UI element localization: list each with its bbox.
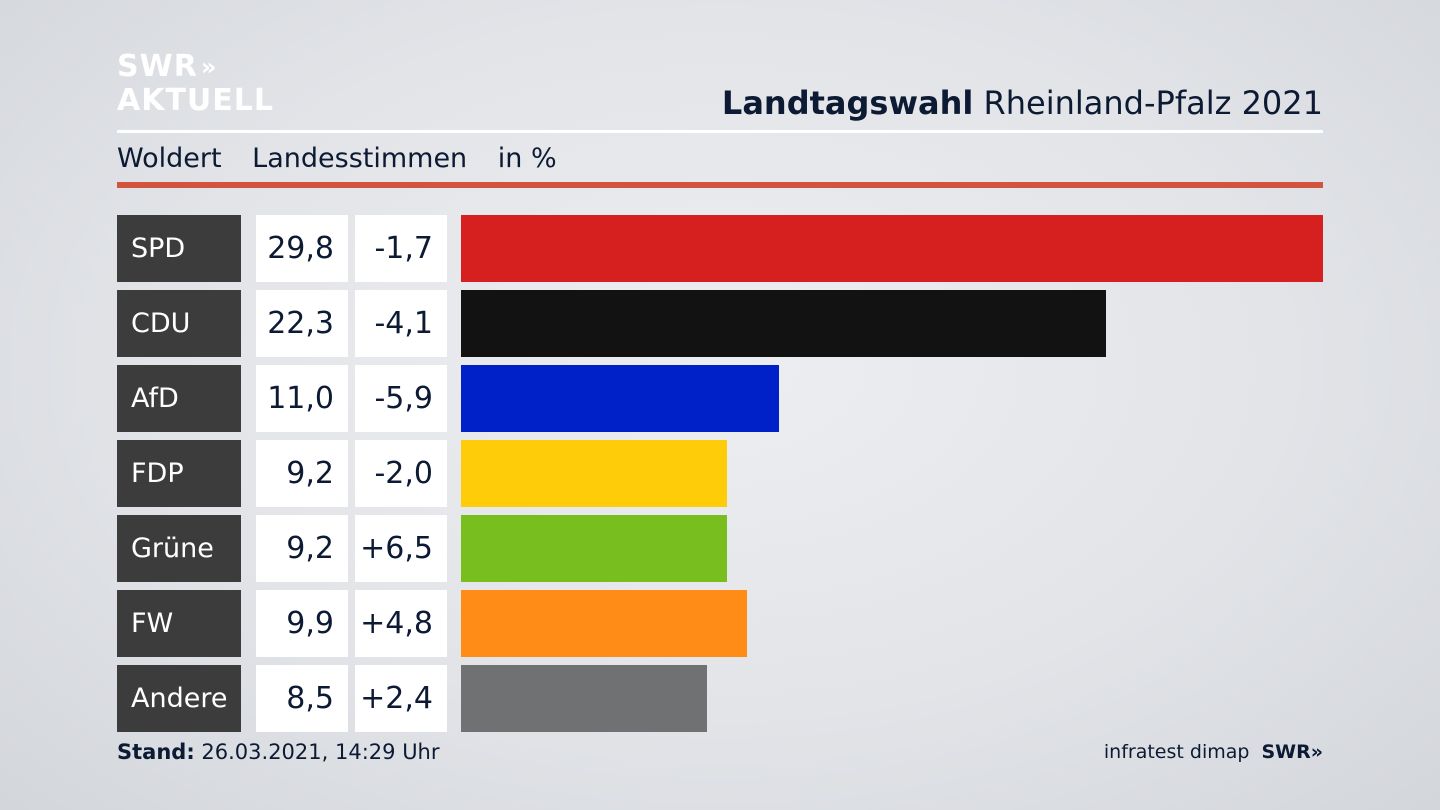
change-label: +4,8: [355, 590, 447, 657]
party-label: Andere: [117, 665, 241, 732]
vote-share-label: 22,3: [256, 290, 348, 357]
party-label: FW: [117, 590, 241, 657]
party-label: Grüne: [117, 515, 241, 582]
result-bar: [461, 665, 707, 732]
vote-share-label: 29,8: [256, 215, 348, 282]
swr-brand-text: SWR: [1261, 741, 1311, 763]
change-label: -4,1: [355, 290, 447, 357]
party-label: SPD: [117, 215, 241, 282]
result-bar: [461, 215, 1323, 282]
logo-aktuell-text: AKTUELL: [117, 83, 275, 118]
title-rest: Rheinland-Pfalz 2021: [983, 84, 1323, 122]
swr-brand: SWR»: [1261, 741, 1323, 763]
header-divider: [117, 130, 1323, 133]
stand-value: 26.03.2021, 14:29 Uhr: [201, 740, 440, 764]
change-label: +2,4: [355, 665, 447, 732]
result-bar: [461, 290, 1107, 357]
vote-share-label: 11,0: [256, 365, 348, 432]
logo-swr-text: SWR: [117, 49, 198, 84]
result-bar: [461, 590, 748, 657]
chart-subtitle: Woldert Landesstimmen in %: [117, 143, 579, 174]
subtitle-metric: Landesstimmen: [252, 143, 468, 174]
page-title: Landtagswahl Rheinland-Pfalz 2021: [722, 84, 1323, 122]
party-label: AfD: [117, 365, 241, 432]
accent-divider: [117, 182, 1323, 188]
vote-share-label: 9,9: [256, 590, 348, 657]
party-label: CDU: [117, 290, 241, 357]
subtitle-unit: in %: [497, 143, 557, 174]
logo-chevron-icon: »: [200, 53, 216, 81]
change-label: -1,7: [355, 215, 447, 282]
result-bar: [461, 440, 728, 507]
change-label: +6,5: [355, 515, 447, 582]
change-label: -2,0: [355, 440, 447, 507]
change-label: -5,9: [355, 365, 447, 432]
title-bold: Landtagswahl: [721, 84, 974, 122]
vote-share-label: 9,2: [256, 515, 348, 582]
party-label: FDP: [117, 440, 241, 507]
swr-aktuell-logo: SWR» AKTUELL: [117, 52, 274, 116]
vote-share-label: 9,2: [256, 440, 348, 507]
subtitle-place: Woldert: [117, 143, 222, 174]
source-credit: infratest dimap SWR»: [1104, 741, 1323, 763]
result-bar: [461, 515, 728, 582]
source-text: infratest dimap: [1103, 741, 1250, 763]
timestamp: Stand: 26.03.2021, 14:29 Uhr: [117, 740, 440, 764]
vote-share-label: 8,5: [256, 665, 348, 732]
swr-chevron-icon: »: [1310, 741, 1323, 763]
result-bar: [461, 365, 780, 432]
stand-label: Stand:: [117, 740, 195, 764]
